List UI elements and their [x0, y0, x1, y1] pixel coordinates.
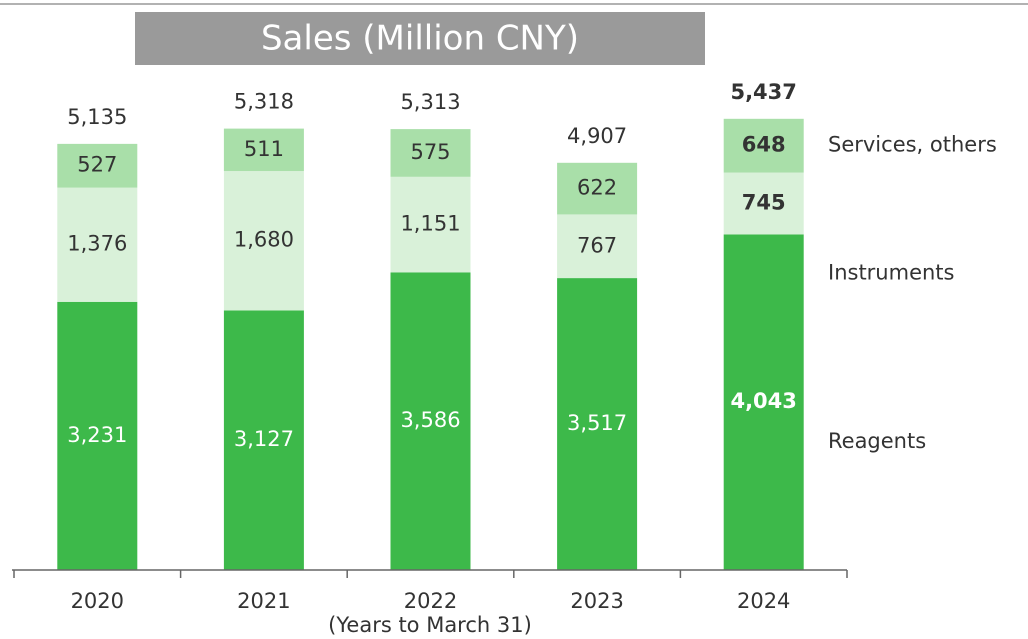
legend-label: Reagents	[828, 429, 926, 453]
bar-segment	[723, 172, 804, 235]
value-label: 527	[77, 153, 117, 177]
bar-segment	[390, 272, 471, 570]
value-label: 1,376	[67, 232, 127, 256]
bar-segment	[57, 143, 138, 188]
bar-segment	[723, 118, 804, 173]
bar-segment	[223, 128, 304, 172]
value-label: 648	[742, 133, 786, 157]
legend-label: Instruments	[828, 261, 954, 285]
value-label: 767	[577, 233, 617, 257]
value-label: 4,043	[730, 389, 796, 413]
value-label: 3,517	[567, 411, 627, 435]
chart-title: Sales (Million CNY)	[261, 19, 579, 59]
title-box	[135, 12, 705, 65]
value-label: 1,680	[234, 228, 294, 252]
total-label: 5,135	[67, 105, 127, 129]
value-label: 575	[410, 140, 450, 164]
x-axis-label: (Years to March 31)	[328, 613, 532, 637]
bar-segment	[223, 171, 304, 311]
total-label: 4,907	[567, 124, 627, 148]
bar-segment	[723, 234, 804, 570]
bar-segment	[557, 162, 638, 215]
legend-label: Services, others	[828, 133, 997, 157]
x-tick-label: 2021	[237, 589, 290, 613]
value-label: 3,586	[400, 408, 460, 432]
bar-segment	[57, 301, 138, 570]
total-label: 5,313	[400, 90, 460, 114]
x-tick-label: 2024	[737, 589, 790, 613]
value-label: 622	[577, 176, 617, 200]
value-label: 511	[244, 137, 284, 161]
total-label: 5,318	[234, 90, 294, 114]
value-label: 745	[742, 191, 786, 215]
x-tick-label: 2022	[404, 589, 457, 613]
value-label: 3,231	[67, 423, 127, 447]
bar-segment	[557, 214, 638, 279]
bar-segment	[557, 278, 638, 570]
x-tick-label: 2023	[570, 589, 623, 613]
bar-segment	[57, 187, 138, 302]
x-tick-label: 2020	[71, 589, 124, 613]
total-label: 5,437	[730, 80, 796, 104]
bar-segment	[390, 129, 471, 177]
value-label: 3,127	[234, 427, 294, 451]
value-label: 1,151	[400, 212, 460, 236]
bar-segment	[390, 176, 471, 273]
bar-segment	[223, 310, 304, 570]
